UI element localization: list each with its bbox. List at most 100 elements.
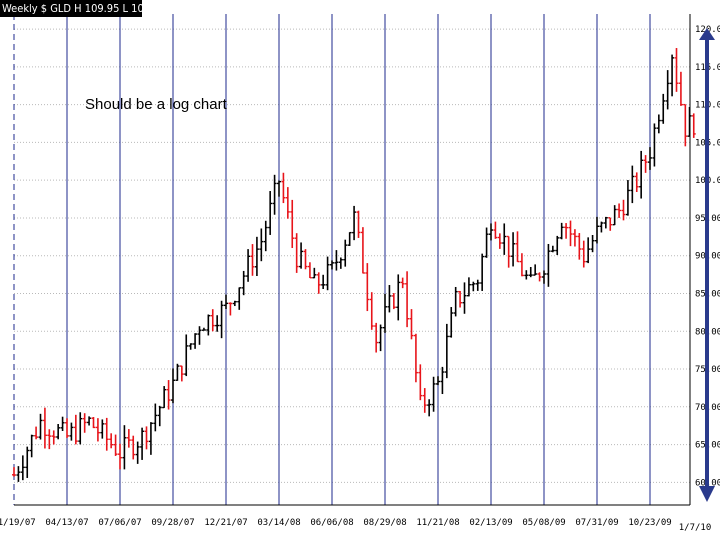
ohlc-bar [201,327,206,331]
ohlc-bar [316,272,321,294]
ohlc-bar [272,174,277,215]
ohlc-bar [197,326,202,345]
ohlc-bar [564,223,569,239]
ohlc-bar [630,165,635,204]
ohlc-bar [577,233,582,260]
chart-annotation: Should be a log chart [85,96,227,113]
ohlc-bar [157,405,162,427]
ohlc-bar [674,48,679,92]
ohlc-bar [104,417,109,451]
ohlc-bar [528,266,533,278]
ohlc-bar [126,429,131,448]
ohlc-bar [608,217,613,231]
ohlc-bar [581,240,586,268]
ohlc-bar [82,413,87,433]
ohlc-bar [524,270,529,280]
ohlc-bar [193,333,198,349]
ohlc-bar [542,270,546,284]
ohlc-bar [603,216,608,229]
ohlc-bar [409,309,414,340]
ohlc-bar [38,413,43,440]
ohlc-bar [277,180,281,197]
ohlc-bar [254,236,259,277]
ohlc-bar [643,155,648,173]
ohlc-bar [502,223,507,255]
ohlc-bar [621,199,626,221]
ohlc-bar [595,216,599,244]
ohlc-bar [290,199,295,249]
ohlc-bar [268,191,273,235]
ohlc-bar [449,307,454,338]
ohlc-bar [210,309,215,332]
ohlc-bar [427,399,432,417]
ohlc-bar [122,425,127,470]
ohlc-bar [511,232,516,267]
ohlc-bar [396,274,401,321]
ohlc-bar [325,256,330,291]
ohlc-bar [360,227,365,274]
ohlc-bar [20,455,25,481]
ohlc-bar [648,147,652,170]
ohlc-bar [462,282,467,314]
ohlc-bar [241,270,246,296]
ohlc-bar [431,376,436,412]
ohlc-bar [135,441,140,464]
x-tick-label: 01/19/07 [0,518,36,528]
ohlc-bar [519,253,524,277]
ohlc-bar [78,412,83,445]
ohlc-bar [179,365,184,382]
ohlc-bar [639,150,644,199]
ohlc-bar [691,113,696,138]
ohlc-bar [140,427,145,460]
ohlc-bar [69,422,74,441]
x-tick-label: 11/21/08 [416,518,459,528]
ohlc-bar [378,324,383,352]
ohlc-bar [148,422,153,455]
ohlc-bar [550,245,555,253]
ohlc-bar [42,407,47,449]
ohlc-bar [387,285,392,313]
arrow-head-up [699,28,715,40]
x-tick-label: 05/08/09 [522,518,565,528]
ohlc-bar [352,205,357,241]
ohlc-bar [250,244,255,276]
ohlc-bar [480,253,485,291]
x-tick-label: 03/14/08 [257,518,300,528]
ohlc-bar [109,433,114,449]
ohlc-bar [334,250,339,271]
ohlc-bar [12,467,16,477]
ohlc-bar [60,416,65,431]
ohlc-bar [321,274,326,289]
ohlc-bar [612,205,617,226]
ohlc-bar [259,228,264,262]
ohlc-bar [634,172,639,192]
ohlc-bar [533,264,538,276]
ohlc-bar [440,366,445,395]
ohlc-bar [100,419,105,439]
x-tick-label: 04/13/07 [45,518,88,528]
ohlc-bar [458,290,463,308]
ohlc-bar [625,180,630,216]
last-date-label: 1/7/10 [679,523,712,533]
ohlc-bar [232,300,237,307]
ohlc-bar [559,222,564,240]
ohlc-bar [153,403,158,432]
ohlc-bar [330,260,334,270]
ohlc-bar [347,231,352,246]
ohlc-bar [294,233,299,273]
ohlc-bar [617,203,622,218]
chart-header: Weekly $ GLD H 109.95 L 107.53 [0,0,142,17]
ohlc-bar [215,315,220,332]
ohlc-bar [599,221,604,233]
ohlc-bar [475,279,480,291]
ohlc-bar [312,267,317,279]
ohlc-bar [506,235,511,268]
ohlc-bar [484,227,489,258]
arrow-annotation [699,28,715,502]
ohlc-bar [652,123,657,167]
ohlc-bar [369,292,374,330]
ohlc-bar [418,364,423,401]
ohlc-bar [338,257,343,269]
ohlc-bar [228,302,233,316]
ohlc-bar [374,322,379,353]
